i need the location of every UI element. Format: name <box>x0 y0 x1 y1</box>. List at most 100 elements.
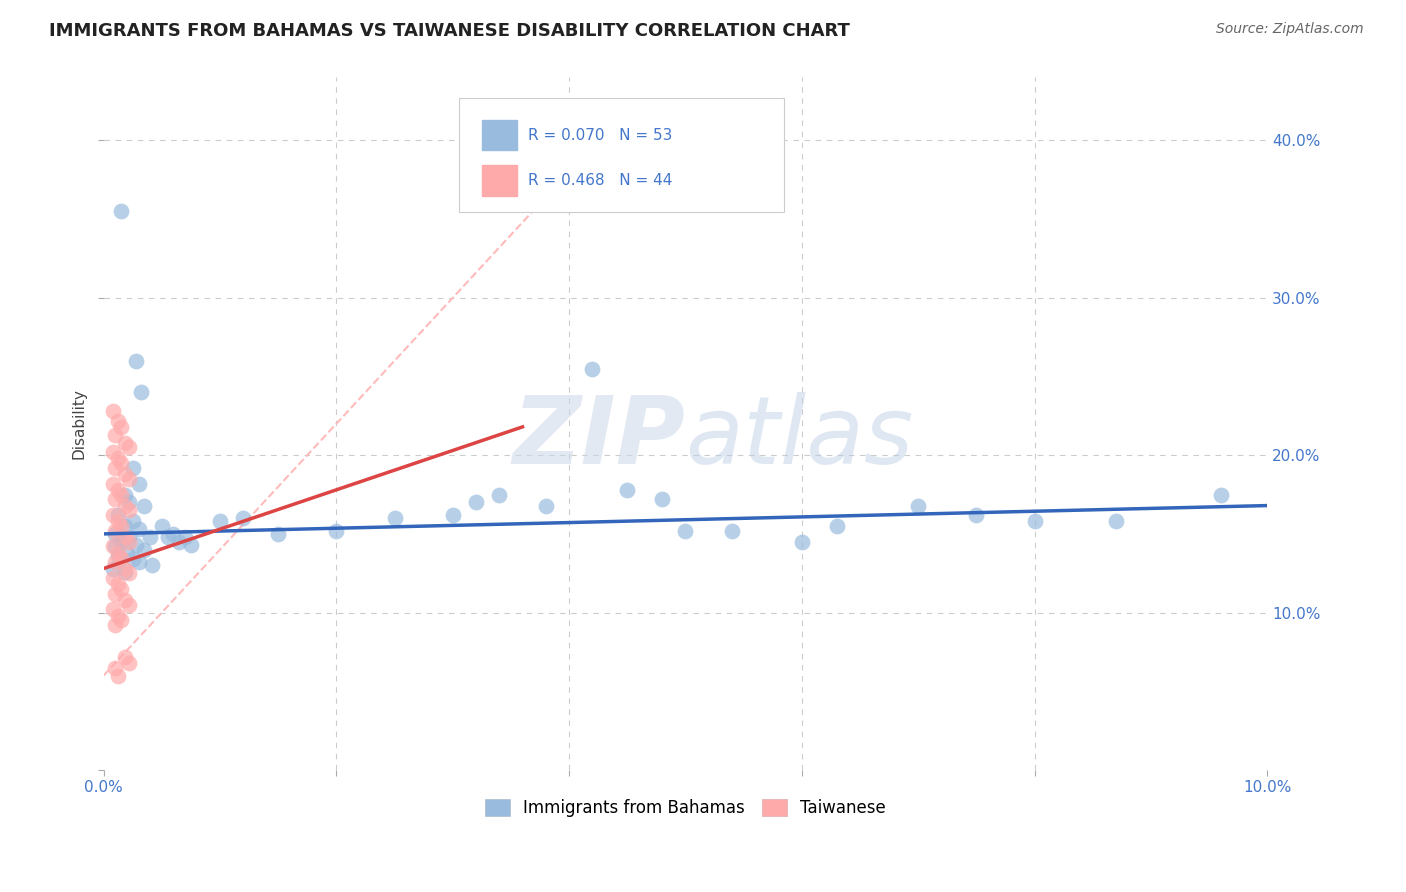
FancyBboxPatch shape <box>482 165 517 195</box>
Point <box>107 549 129 563</box>
Text: atlas: atlas <box>686 392 914 483</box>
Point <box>721 524 744 538</box>
Point <box>107 668 129 682</box>
Point <box>581 361 603 376</box>
Point <box>104 492 127 507</box>
Point <box>128 555 150 569</box>
Point <box>118 598 141 612</box>
Point <box>267 527 290 541</box>
Point <box>101 561 124 575</box>
Point <box>441 508 464 522</box>
Point <box>104 427 127 442</box>
Point <box>121 552 143 566</box>
Point <box>118 472 141 486</box>
Point <box>121 460 143 475</box>
Point <box>128 476 150 491</box>
Point <box>104 618 127 632</box>
Point <box>110 420 132 434</box>
Point <box>118 495 141 509</box>
Point <box>616 483 638 497</box>
Point <box>118 534 141 549</box>
Point <box>104 524 127 538</box>
Point <box>114 561 136 575</box>
Text: ZIP: ZIP <box>513 392 686 483</box>
Point <box>114 593 136 607</box>
Point <box>104 661 127 675</box>
Legend: Immigrants from Bahamas, Taiwanese: Immigrants from Bahamas, Taiwanese <box>478 792 893 824</box>
Point <box>174 530 197 544</box>
Text: Source: ZipAtlas.com: Source: ZipAtlas.com <box>1216 22 1364 37</box>
Point <box>118 530 141 544</box>
Point <box>134 542 156 557</box>
Point <box>101 540 124 554</box>
Point <box>114 649 136 664</box>
Point <box>325 524 347 538</box>
Point <box>104 587 127 601</box>
Point <box>114 499 136 513</box>
Point <box>114 565 136 579</box>
Point <box>107 608 129 623</box>
Point <box>139 530 162 544</box>
Point <box>141 558 163 573</box>
Point <box>110 519 132 533</box>
Point <box>965 508 987 522</box>
Point <box>134 499 156 513</box>
Point <box>101 508 124 522</box>
Point <box>232 511 254 525</box>
Point <box>114 435 136 450</box>
Text: R = 0.070   N = 53: R = 0.070 N = 53 <box>529 128 672 143</box>
Point <box>825 519 848 533</box>
Point <box>114 467 136 481</box>
Point <box>150 519 173 533</box>
Point <box>156 530 179 544</box>
Point <box>104 460 127 475</box>
Point <box>110 456 132 470</box>
Point <box>114 530 136 544</box>
Point <box>534 499 557 513</box>
Point <box>118 656 141 670</box>
Point <box>208 514 231 528</box>
Point <box>107 451 129 466</box>
Point <box>1105 514 1128 528</box>
Point <box>1209 487 1232 501</box>
FancyBboxPatch shape <box>482 120 517 151</box>
Point <box>104 555 127 569</box>
Point <box>167 534 190 549</box>
Point <box>790 534 813 549</box>
Point <box>125 353 148 368</box>
Point <box>114 519 136 533</box>
Point <box>110 550 132 565</box>
Point <box>107 508 129 522</box>
Point <box>128 522 150 536</box>
Point <box>125 538 148 552</box>
Point <box>107 577 129 591</box>
FancyBboxPatch shape <box>458 98 785 212</box>
Point <box>114 487 136 501</box>
Text: IMMIGRANTS FROM BAHAMAS VS TAIWANESE DISABILITY CORRELATION CHART: IMMIGRANTS FROM BAHAMAS VS TAIWANESE DIS… <box>49 22 851 40</box>
Point <box>110 487 132 501</box>
Point <box>104 540 127 554</box>
Point <box>162 527 184 541</box>
Point <box>121 514 143 528</box>
Point <box>675 524 697 538</box>
Point <box>107 413 129 427</box>
Point <box>104 527 127 541</box>
Point <box>110 534 132 549</box>
Point <box>118 503 141 517</box>
Point <box>110 614 132 628</box>
Point <box>115 546 138 560</box>
Point <box>384 511 406 525</box>
Point <box>101 404 124 418</box>
Y-axis label: Disability: Disability <box>72 388 86 459</box>
Point <box>107 546 129 560</box>
Point <box>118 440 141 454</box>
Point <box>651 492 673 507</box>
Point <box>1024 514 1046 528</box>
Point <box>180 538 202 552</box>
Point <box>107 514 129 528</box>
Point <box>101 445 124 459</box>
Point <box>907 499 929 513</box>
Text: R = 0.468   N = 44: R = 0.468 N = 44 <box>529 173 672 188</box>
Point <box>101 476 124 491</box>
Point <box>465 495 488 509</box>
